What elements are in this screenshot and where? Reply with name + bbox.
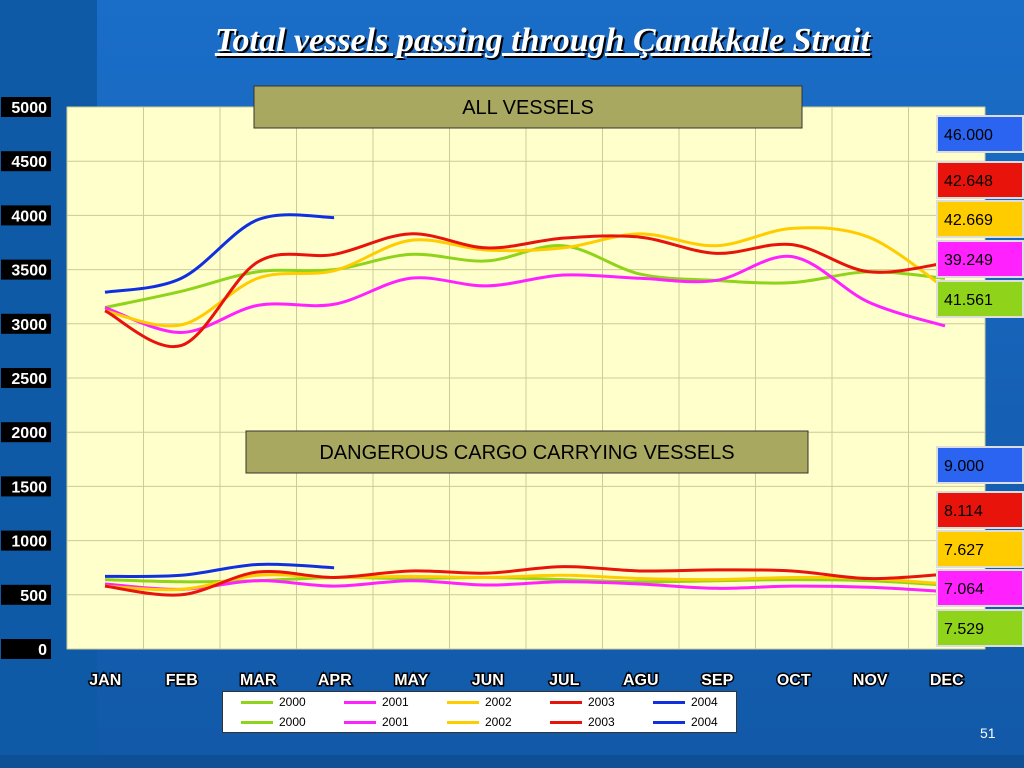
x-tick-label: DEC — [930, 672, 964, 689]
y-tick-label: 3000 — [11, 317, 47, 334]
y-tick-label-bg — [1, 584, 51, 605]
page-number: 51 — [980, 725, 996, 741]
legend-row: 2000 2001 2002 2003 2004 — [223, 692, 736, 712]
total-all-vessels-box: 42.669 — [936, 200, 1024, 238]
legend-swatch — [653, 701, 685, 704]
y-tick-label-bg — [1, 205, 51, 226]
legend-swatch — [344, 721, 376, 724]
bottom-band — [0, 755, 1024, 768]
legend-swatch — [241, 721, 273, 724]
series-line-2003 — [104, 232, 946, 349]
x-tick-label: AGU — [623, 672, 659, 689]
x-tick-label: OCT — [777, 672, 811, 689]
legend-label: 2002 — [485, 695, 512, 709]
x-tick-label: APR — [318, 672, 352, 689]
x-tick-label: FEB — [166, 672, 198, 689]
legend-label: 2001 — [382, 715, 409, 729]
legend-row: 2000 2001 2002 2003 2004 — [223, 712, 736, 732]
y-tick-label-bg — [1, 476, 51, 497]
legend-label: 2002 — [485, 715, 512, 729]
y-tick-label: 500 — [20, 588, 47, 605]
total-all-vessels-box: 42.648 — [936, 161, 1024, 199]
total-dangerous-cargo-box: 7.064 — [936, 569, 1024, 607]
legend-label: 2000 — [279, 695, 306, 709]
annotation-all-vessels-box — [253, 85, 803, 129]
total-dangerous-cargo-box: 9.000 — [936, 446, 1024, 484]
total-dangerous-cargo-box: 8.114 — [936, 491, 1024, 529]
y-tick-label: 4500 — [11, 154, 47, 171]
y-tick-label: 5000 — [11, 100, 47, 117]
total-all-vessels-box: 41.561 — [936, 280, 1024, 318]
legend-swatch — [241, 701, 273, 704]
y-tick-label: 1000 — [11, 534, 47, 551]
slide-title: Total vessels passing through Çanakkale … — [214, 22, 871, 59]
x-tick-label: JUN — [472, 672, 504, 689]
y-tick-label-bg — [1, 259, 51, 280]
legend-label: 2001 — [382, 695, 409, 709]
series-line-2004 — [104, 213, 335, 294]
series-line-2004 — [104, 562, 335, 578]
x-tick-label: JUL — [549, 672, 579, 689]
legend-swatch — [344, 701, 376, 704]
legend-label: 2003 — [588, 695, 615, 709]
y-tick-label: 4000 — [11, 208, 47, 225]
total-dangerous-cargo-box: 7.529 — [936, 609, 1024, 647]
x-tick-label: SEP — [701, 672, 733, 689]
y-tick-label: 2500 — [11, 371, 47, 388]
legend-swatch — [550, 701, 582, 704]
legend-swatch — [653, 721, 685, 724]
x-tick-label: MAY — [394, 672, 428, 689]
y-tick-label-bg — [1, 151, 51, 172]
legend-label: 2000 — [279, 715, 306, 729]
chart-legend: 2000 2001 2002 2003 2004 2000 2001 2002 2003 2004 — [222, 691, 737, 733]
annotation-all-vessels: ALL VESSELS — [462, 97, 594, 119]
y-tick-label: 3500 — [11, 263, 47, 280]
y-tick-label: 1500 — [11, 479, 47, 496]
series-line-2001 — [104, 254, 946, 334]
series-line-2002 — [104, 573, 946, 592]
y-tick-label-bg — [1, 530, 51, 551]
x-tick-label: JAN — [89, 672, 121, 689]
y-tick-label-bg — [1, 97, 51, 117]
legend-label: 2003 — [588, 715, 615, 729]
x-tick-label: MAR — [240, 672, 277, 689]
x-tick-label: NOV — [853, 672, 888, 689]
legend-label: 2004 — [691, 715, 718, 729]
total-all-vessels-box: 39.249 — [936, 240, 1024, 278]
annotation-dangerous-cargo: DANGEROUS CARGO CARRYING VESSELS — [319, 442, 734, 464]
legend-swatch — [447, 721, 479, 724]
legend-swatch — [447, 701, 479, 704]
y-tick-label-bg — [1, 422, 51, 443]
total-all-vessels-box: 46.000 — [936, 115, 1024, 153]
legend-swatch — [550, 721, 582, 724]
legend-label: 2004 — [691, 695, 718, 709]
series-line-2001 — [104, 579, 946, 594]
annotation-dangerous-cargo-box — [245, 430, 809, 474]
y-tick-label-bg — [1, 639, 51, 659]
y-tick-label: 0 — [38, 642, 47, 659]
y-tick-label: 2000 — [11, 425, 47, 442]
series-line-2002 — [104, 226, 946, 328]
y-tick-label-bg — [1, 368, 51, 388]
y-tick-label-bg — [1, 313, 51, 334]
total-dangerous-cargo-box: 7.627 — [936, 530, 1024, 568]
series-line-2003 — [104, 565, 946, 597]
